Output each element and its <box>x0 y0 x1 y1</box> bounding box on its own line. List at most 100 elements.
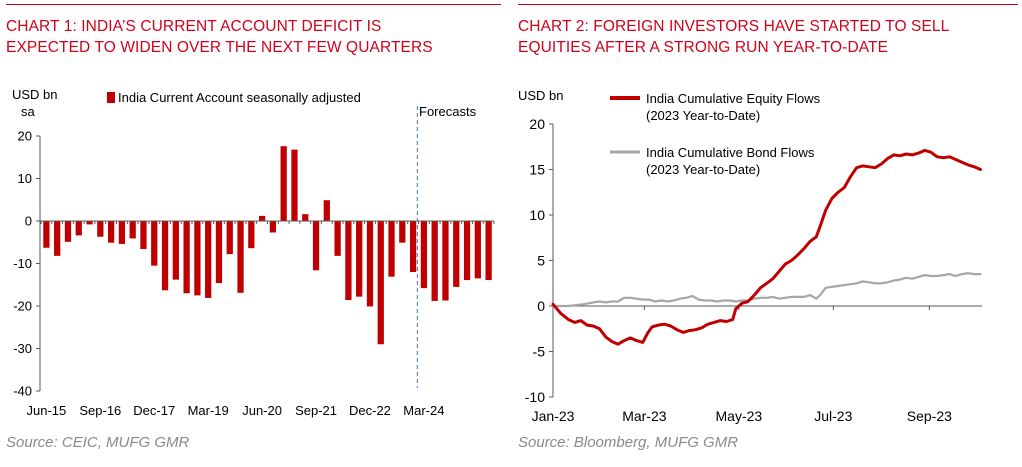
bar <box>107 221 115 243</box>
legend-label-equity: India Cumulative Equity Flows <box>646 91 821 106</box>
bar <box>334 221 341 256</box>
chart-2-title-line2: EQUITIES AFTER A STRONG RUN YEAR-TO-DATE <box>518 39 889 56</box>
bar <box>399 221 406 243</box>
bar <box>248 221 255 249</box>
y-tick-label: 20 <box>529 116 545 132</box>
y-tick-label: 0 <box>537 298 545 314</box>
bar <box>183 221 190 294</box>
chart-2-title-line1: CHART 2: FOREIGN INVESTORS HAVE STARTED … <box>518 18 950 35</box>
bar <box>75 221 82 236</box>
bar <box>129 221 136 239</box>
bar <box>366 221 374 307</box>
bar <box>463 221 471 281</box>
y-tick-label: -5 <box>533 344 546 360</box>
bar <box>431 221 438 301</box>
y-axis-label: USD bn <box>12 87 58 102</box>
chart-2-plot: USD bn India Cumulative Equity Flows (20… <box>518 88 982 424</box>
chart-1-title: CHART 1: INDIA’S CURRENT ACCOUNT DEFICIT… <box>6 16 501 58</box>
bar <box>215 221 223 284</box>
y-tick-label: -30 <box>13 341 32 356</box>
y-axis: 20 15 10 5 0 -5 -10 <box>525 116 554 405</box>
y-tick-label: -10 <box>13 256 32 271</box>
bar <box>453 221 460 287</box>
bar <box>140 221 147 250</box>
y-tick-label: 20 <box>18 129 32 144</box>
chart-1-title-line1: CHART 1: INDIA’S CURRENT ACCOUNT DEFICIT… <box>6 18 382 35</box>
bar <box>345 221 352 301</box>
bar <box>442 221 449 301</box>
y-tick-label: 5 <box>537 253 545 269</box>
x-tick-label: Mar-23 <box>622 408 667 424</box>
bar <box>323 200 330 221</box>
x-tick-label: Sep-21 <box>295 403 337 418</box>
legend-label-bond: India Cumulative Bond Flows <box>646 145 815 160</box>
bar <box>269 221 277 233</box>
x-tick-label: Jun-20 <box>242 403 282 418</box>
x-tick-label: Jul-23 <box>814 408 852 424</box>
bar <box>356 221 363 297</box>
y-axis-label: USD bn <box>518 88 564 103</box>
chart-1-source: Source: CEIC, MUFG GMR <box>6 434 190 451</box>
x-tick-label: Dec-17 <box>133 403 175 418</box>
legend-label-equity-sub: (2023 Year-to-Date) <box>646 108 760 123</box>
bar <box>312 221 320 271</box>
x-tick-label: Mar-19 <box>188 403 229 418</box>
bar <box>485 221 492 281</box>
x-tick-label: Sep-23 <box>907 408 952 424</box>
y-axis-label-sa: sa <box>21 104 36 119</box>
bar <box>194 221 201 296</box>
bar <box>64 221 72 242</box>
bar <box>226 221 233 255</box>
y-tick-label: 15 <box>529 162 545 178</box>
y-tick-label: 0 <box>25 214 32 229</box>
line-series <box>551 148 982 346</box>
bar <box>388 221 395 277</box>
y-tick-label: -20 <box>13 299 32 314</box>
bar-series <box>43 146 492 345</box>
forecasts-annotation: Forecasts <box>419 104 477 119</box>
bar <box>280 146 287 221</box>
legend-label-bond-sub: (2023 Year-to-Date) <box>646 162 760 177</box>
x-axis: Jan-23 Mar-23 May-23 Jul-23 Sep-23 <box>532 305 982 424</box>
y-axis: 20 10 0 -10 -20 -30 -40 <box>13 129 41 399</box>
bar <box>291 149 298 221</box>
bar <box>409 221 417 272</box>
x-tick-label: Sep-16 <box>79 403 121 418</box>
chart-1-panel: CHART 1: INDIA’S CURRENT ACCOUNT DEFICIT… <box>0 0 505 467</box>
bar <box>161 221 169 291</box>
y-tick-label: 10 <box>529 207 545 223</box>
bar <box>118 221 126 244</box>
chart-1-plot: USD bn sa India Current Account seasonal… <box>12 87 495 418</box>
x-tick-label: Mar-24 <box>403 403 444 418</box>
legend-label-current-account: India Current Account seasonally adjuste… <box>118 90 361 105</box>
bar <box>54 221 61 256</box>
bar <box>205 221 212 298</box>
chart-2-title: CHART 2: FOREIGN INVESTORS HAVE STARTED … <box>518 16 1018 58</box>
y-tick-label: -10 <box>525 389 545 405</box>
chart-1-title-line2: EXPECTED TO WIDEN OVER THE NEXT FEW QUAR… <box>6 39 433 56</box>
title-rule <box>6 4 501 5</box>
x-tick-label: Jun-15 <box>27 403 67 418</box>
bar <box>258 215 266 221</box>
bond-flows-line <box>551 272 982 308</box>
bar <box>172 221 179 280</box>
x-tick-label: May-23 <box>716 408 763 424</box>
legend-swatch-current-account <box>107 92 115 103</box>
bar <box>377 221 384 345</box>
bar <box>237 221 244 293</box>
x-axis: Jun-15 Sep-16 Dec-17 Mar-19 Jun-20 Sep-21 Dec-… <box>27 220 495 418</box>
bar <box>474 221 481 279</box>
bar <box>420 221 428 289</box>
bar <box>97 221 104 237</box>
chart-2-panel: CHART 2: FOREIGN INVESTORS HAVE STARTED … <box>512 0 1022 467</box>
title-rule <box>518 4 1018 5</box>
bar <box>151 221 158 266</box>
chart-2-source: Source: Bloomberg, MUFG GMR <box>518 434 739 451</box>
bar <box>86 221 93 225</box>
x-tick-label: Jan-23 <box>532 408 575 424</box>
y-tick-label: -40 <box>13 384 32 399</box>
y-tick-label: 10 <box>18 171 32 186</box>
bar <box>43 221 50 248</box>
x-tick-label: Dec-22 <box>349 403 391 418</box>
equity-flows-line <box>551 148 982 346</box>
